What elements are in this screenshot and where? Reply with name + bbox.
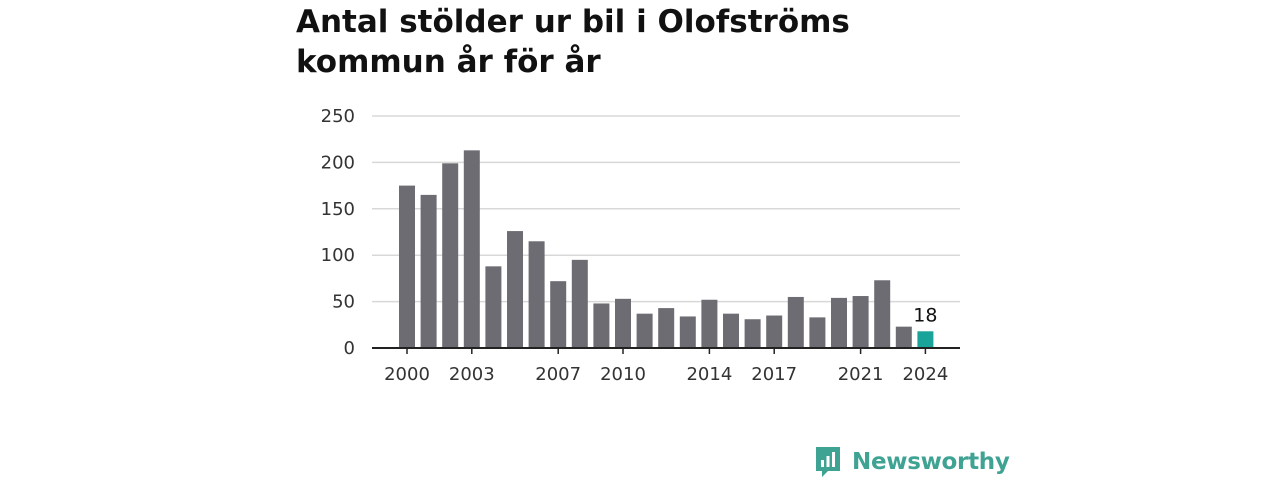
bar <box>658 308 675 348</box>
bar <box>701 299 718 348</box>
bar <box>831 297 847 348</box>
bar <box>463 150 480 348</box>
y-axis-ticks: 0 50 100 150 200 250 <box>321 106 355 359</box>
bar-chart: 0 50 100 150 200 250 2000 2003 2007 2010 2014 2017… <box>321 106 960 385</box>
x-tick-label: 2024 <box>902 364 948 385</box>
bar <box>571 259 588 348</box>
x-tick-label: 2003 <box>449 364 495 385</box>
bar <box>895 326 912 348</box>
bar <box>679 316 696 348</box>
bar <box>442 163 459 348</box>
bar <box>787 296 804 348</box>
bar <box>809 317 826 348</box>
bars <box>399 150 934 348</box>
bar <box>507 231 523 348</box>
bar-highlighted <box>917 331 934 348</box>
y-tick-label: 250 <box>321 106 355 127</box>
bar <box>636 313 653 348</box>
x-tick-label: 2000 <box>384 364 430 385</box>
bar <box>399 185 415 348</box>
y-tick-label: 0 <box>344 338 355 359</box>
x-tick-label: 2017 <box>751 364 797 385</box>
bar <box>550 281 567 348</box>
bar <box>744 319 761 348</box>
bar <box>420 194 437 348</box>
x-tick-label: 2014 <box>686 364 732 385</box>
gridlines <box>372 115 960 303</box>
brand-logo: Newsworthy <box>814 444 1010 480</box>
bar <box>874 280 891 348</box>
bar <box>593 303 610 348</box>
bar <box>615 298 631 348</box>
y-tick-label: 50 <box>332 292 355 313</box>
x-tick-label: 2007 <box>535 364 581 385</box>
brand-name: Newsworthy <box>852 449 1010 475</box>
bar <box>485 266 502 348</box>
y-tick-label: 100 <box>321 245 355 266</box>
bar <box>723 313 739 348</box>
bar <box>528 241 545 348</box>
bar <box>766 315 783 348</box>
bar <box>852 296 869 348</box>
x-axis-ticks: 2000 2003 2007 2010 2014 2017 2021 2024 <box>384 348 948 385</box>
data-label: 18 <box>913 304 937 326</box>
data-labels: 18 <box>913 304 937 326</box>
x-tick-label: 2010 <box>600 364 646 385</box>
y-tick-label: 200 <box>321 152 355 173</box>
x-tick-label: 2021 <box>838 364 884 385</box>
chart-title: Antal stölder ur bil i Olofströms kommun… <box>296 4 850 80</box>
y-tick-label: 150 <box>321 199 355 220</box>
newsworthy-logo-icon <box>816 447 840 477</box>
